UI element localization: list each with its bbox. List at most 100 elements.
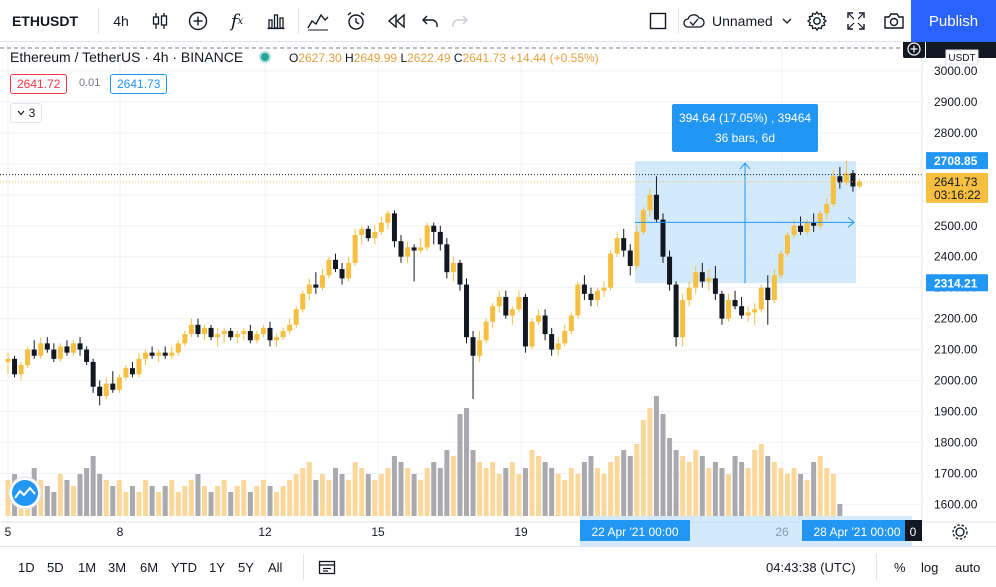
volume-bar [64, 480, 70, 516]
volume-bar [581, 462, 587, 516]
volume-bar [405, 468, 411, 516]
strategy-button[interactable] [300, 0, 336, 42]
volume-bar [411, 474, 417, 516]
cloud-icon [683, 14, 705, 28]
alert-button[interactable] [338, 0, 374, 42]
fullscreen-button[interactable] [838, 0, 874, 42]
range-ytd[interactable]: YTD [171, 559, 197, 575]
volume-bar [391, 456, 397, 516]
volume-bar [686, 462, 692, 516]
candle-body [699, 272, 705, 282]
volume-bar [287, 480, 293, 516]
candle-body [267, 327, 273, 341]
volume-bar [575, 474, 581, 516]
volume-bar [110, 486, 116, 516]
volume-bar [771, 462, 777, 516]
chart-type-button[interactable] [142, 0, 178, 42]
range-1y[interactable]: 1Y [209, 559, 225, 575]
volume-bars [5, 396, 843, 516]
volume-bar [745, 468, 751, 516]
volume-bar [673, 450, 679, 516]
volume-bar [496, 474, 502, 516]
candle-body [798, 225, 804, 232]
price-axis[interactable]: 3000.002900.002800.002700.002600.002500.… [903, 42, 996, 522]
volume-bar [536, 456, 542, 516]
volume-bar [503, 468, 509, 516]
candle-body [837, 176, 843, 183]
candle-body [359, 228, 365, 236]
chart-area[interactable]: 3000.002900.002800.002700.002600.002500.… [0, 42, 996, 546]
range-3m[interactable]: 3M [108, 559, 127, 575]
candle-body [274, 337, 280, 341]
percent-scale-toggle[interactable]: % [894, 559, 906, 575]
indicators-toggle[interactable]: 3 [10, 103, 42, 123]
candle-body [437, 231, 443, 245]
range-1m[interactable]: 1M [78, 559, 97, 575]
expand-icon [847, 12, 865, 30]
volume-bar [490, 462, 496, 516]
candle-body [162, 352, 168, 356]
candle-body [169, 352, 175, 356]
measure-tooltip-line2: 36 bars, 6d [715, 131, 775, 145]
log-scale-toggle[interactable]: log [921, 559, 939, 575]
range-6m[interactable]: 6M [140, 559, 159, 575]
tradingview-logo[interactable] [8, 476, 42, 510]
range-high-label: 2708.85 [934, 154, 978, 168]
volume-bar [516, 474, 522, 516]
candle-body [575, 284, 581, 316]
interval-button[interactable]: 4h [103, 0, 139, 42]
range-all[interactable]: All [268, 559, 283, 575]
publish-button[interactable]: Publish [911, 0, 996, 42]
price-tick-label: 1600.00 [934, 497, 978, 511]
range-start-background [580, 520, 690, 541]
templates-button[interactable] [258, 0, 294, 42]
price-tick-label: 2000.00 [934, 374, 978, 388]
volume-bar [352, 462, 358, 516]
layout-menu[interactable]: Unnamed [682, 0, 798, 42]
replay-button[interactable] [378, 0, 414, 42]
candle-body [595, 290, 600, 301]
candle-body [25, 349, 31, 366]
volume-bar [346, 480, 352, 516]
candle-body [758, 287, 764, 310]
high-key: H [345, 51, 354, 65]
gear-icon [955, 527, 965, 537]
time-tick-label: 8 [117, 525, 124, 539]
open-value: 2627.30 [298, 51, 342, 65]
compare-button[interactable] [180, 0, 216, 42]
settings-button[interactable] [798, 0, 836, 42]
candle-body [378, 222, 384, 232]
buy-price-box[interactable]: 2641.73 [110, 74, 168, 94]
volume-bar [241, 480, 247, 516]
close-value: 2641.73 [462, 51, 506, 65]
clock-timezone[interactable]: 04:43:38 (UTC) [766, 559, 856, 575]
range-1d[interactable]: 1D [18, 559, 35, 575]
goto-date-button[interactable] [318, 547, 336, 587]
sell-price-box[interactable]: 2641.72 [10, 74, 68, 94]
auto-scale-toggle[interactable]: auto [955, 559, 981, 575]
volume-bar [568, 468, 574, 516]
volume-bar [470, 450, 476, 516]
volume-bar [653, 396, 659, 516]
symbol-search[interactable]: ETHUSDT [0, 0, 90, 42]
range-5d[interactable]: 5D [47, 559, 64, 575]
candle-body [44, 343, 50, 350]
candle-body [450, 262, 456, 273]
candle-body [608, 253, 614, 288]
range-5y[interactable]: 5Y [238, 559, 254, 575]
redo-button[interactable] [442, 0, 478, 42]
candle-body [555, 343, 561, 350]
candle-body [208, 327, 214, 338]
fullscreen-select-button[interactable] [640, 0, 676, 42]
undo-button[interactable] [412, 0, 448, 42]
snapshot-button[interactable] [876, 0, 912, 42]
change-value: +14.44 (+0.55%) [509, 51, 599, 65]
volume-bar [280, 486, 286, 516]
candle-body [529, 321, 535, 347]
volume-bar [228, 492, 234, 516]
volume-bar [608, 462, 614, 516]
candle-body [627, 250, 633, 266]
